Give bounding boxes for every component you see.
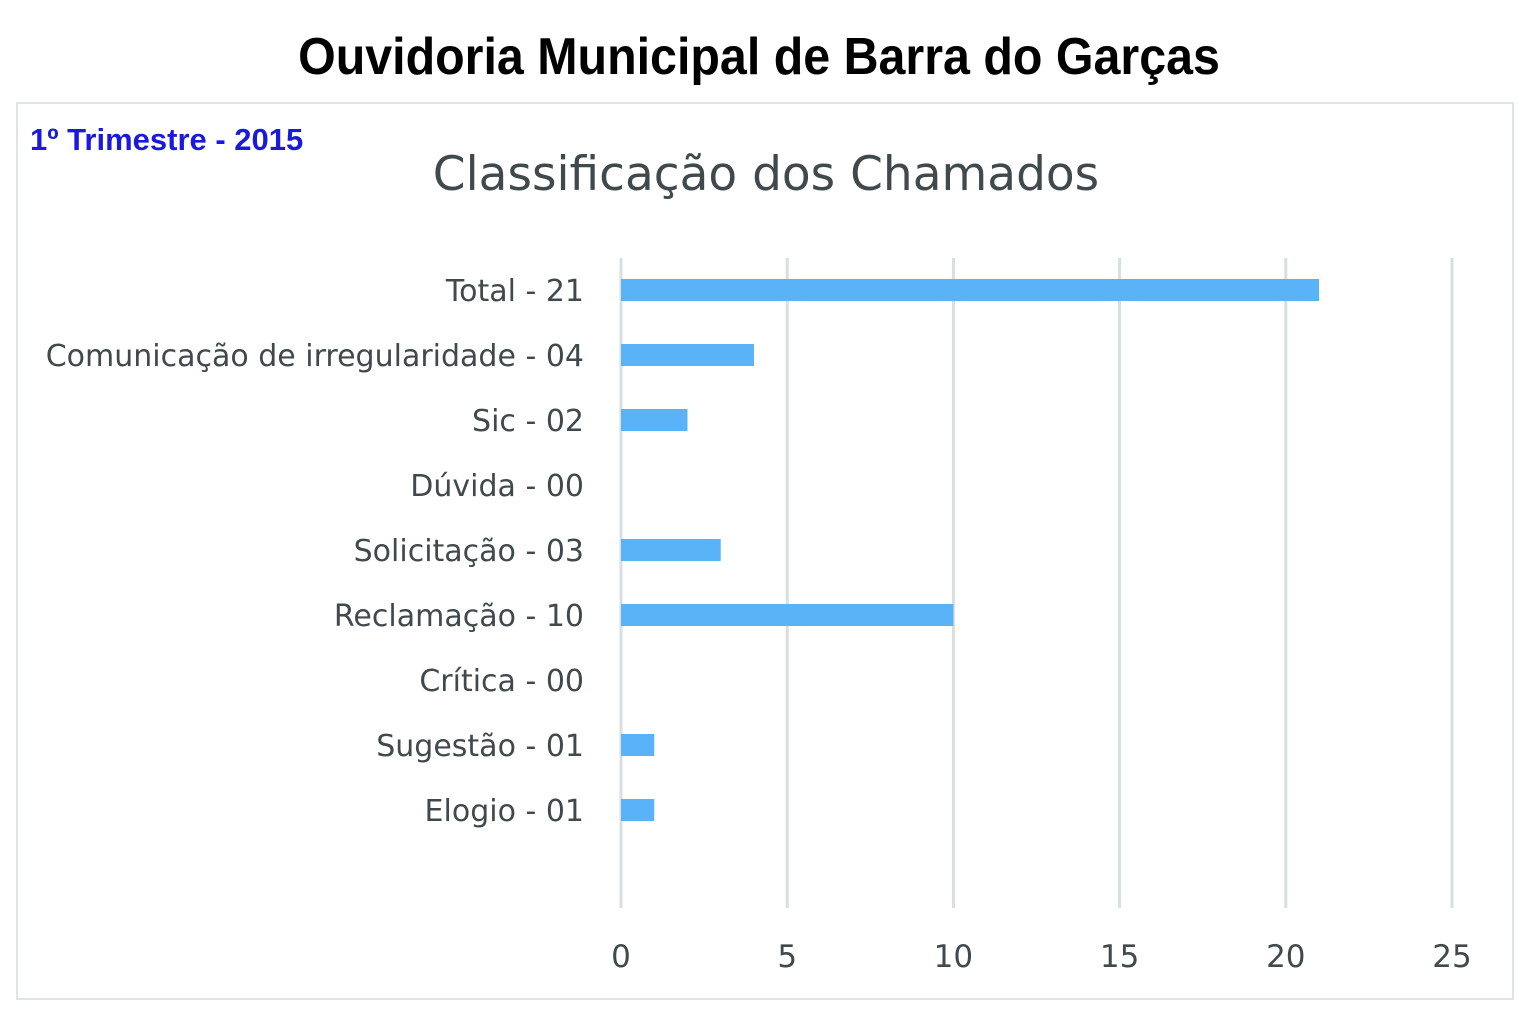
x-tick-label: 5 — [777, 939, 797, 975]
category-label: Dúvida - 00 — [410, 469, 584, 504]
category-label: Crítica - 00 — [419, 664, 584, 699]
chart-frame — [16, 102, 1514, 1000]
category-label: Total - 21 — [445, 274, 584, 309]
grid-layer — [619, 258, 1454, 908]
category-label: Comunicação de irregularidade - 04 — [46, 339, 584, 374]
category-label: Sugestão - 01 — [376, 729, 584, 764]
bar — [621, 799, 655, 821]
category-label: Reclamação - 10 — [334, 599, 584, 634]
bar — [621, 604, 954, 626]
bar-layer — [621, 279, 1320, 821]
category-label: Solicitação - 03 — [354, 534, 584, 569]
period-label: 1º Trimestre - 2015 — [30, 122, 304, 157]
x-tick-labels: 0 5 10 15 20 25 — [611, 939, 1472, 975]
category-label: Sic - 02 — [472, 404, 584, 439]
bar — [621, 409, 688, 431]
x-tick-label: 25 — [1432, 939, 1471, 975]
x-tick-label: 0 — [611, 939, 631, 975]
bar — [621, 279, 1320, 301]
x-tick-label: 20 — [1266, 939, 1305, 975]
category-label: Elogio - 01 — [425, 794, 584, 829]
bar — [621, 344, 754, 366]
bar — [621, 734, 655, 756]
x-tick-label: 15 — [1100, 939, 1139, 975]
x-tick-label: 10 — [934, 939, 973, 975]
category-labels: Total - 21 Comunicação de irregularidade … — [46, 274, 584, 829]
bar — [621, 539, 721, 561]
chart-title: Classificação dos Chamados — [433, 147, 1099, 202]
page-title: Ouvidoria Municipal de Barra do Garças — [298, 28, 1220, 86]
